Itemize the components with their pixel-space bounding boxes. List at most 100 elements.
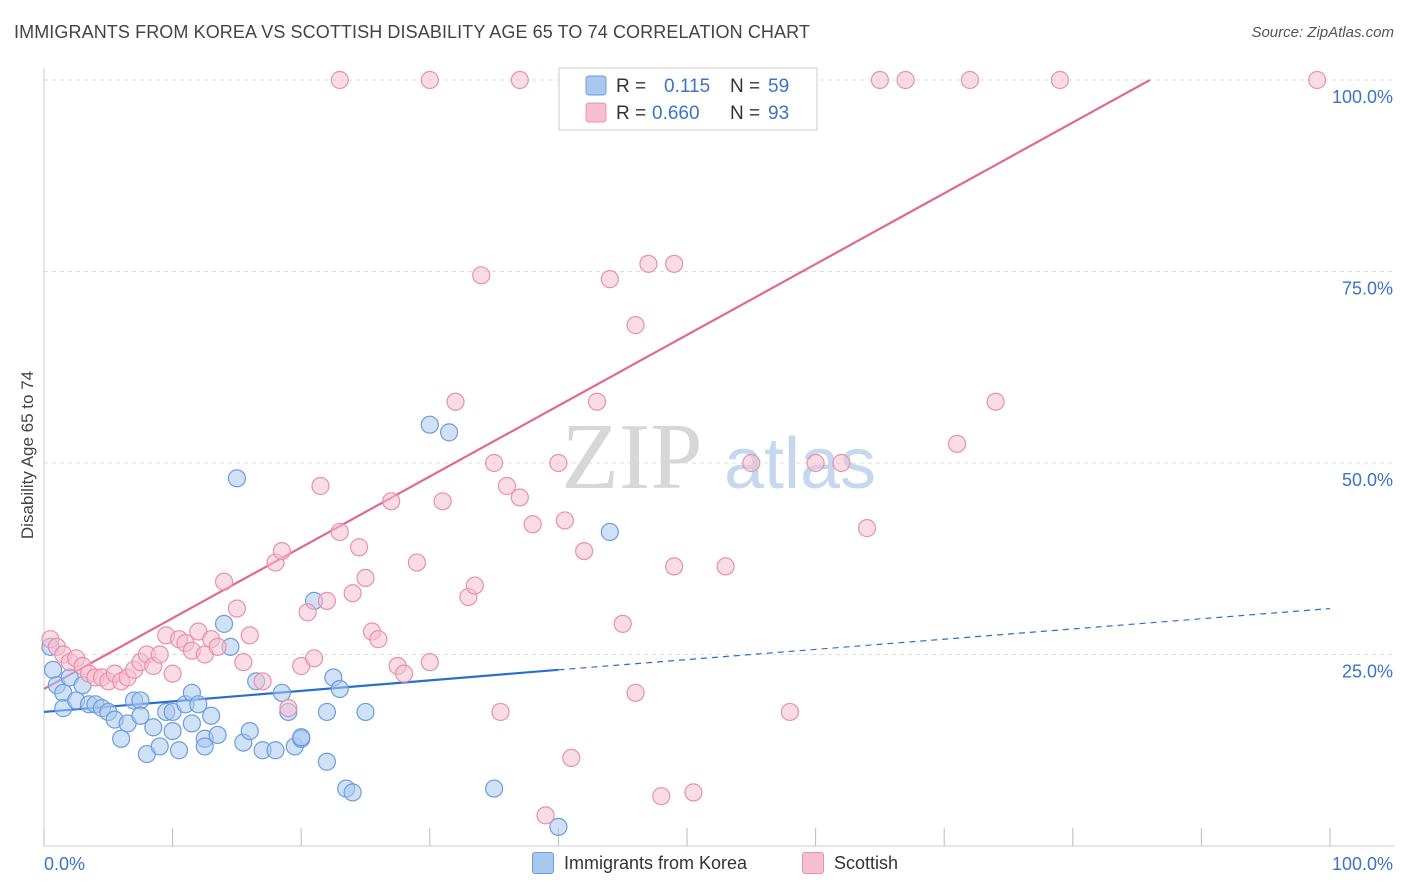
point-scottish-77	[716, 557, 735, 576]
axes	[43, 68, 1394, 847]
point-korea-16	[131, 691, 150, 710]
stats-legend-swatch-scottish	[585, 102, 607, 123]
point-scottish-62	[549, 453, 568, 473]
point-scottish-87	[1308, 70, 1327, 90]
point-scottish-79	[780, 702, 799, 722]
point-scottish-65	[575, 541, 594, 561]
point-korea-28	[189, 695, 208, 714]
point-scottish-71	[639, 254, 658, 273]
trend-line-korea-extension	[558, 607, 1331, 671]
tick-labels: 25.0% 50.0% 75.0% 100.0% 0.0% 100.0%	[44, 87, 1393, 874]
point-scottish-82	[857, 519, 877, 538]
point-scottish-85	[947, 434, 967, 453]
point-scottish-43	[356, 568, 375, 588]
point-scottish-27	[214, 572, 234, 591]
y-tick-label-2: 75.0%	[1342, 279, 1393, 299]
point-korea-52	[343, 783, 362, 802]
point-scottish-17	[150, 645, 169, 664]
legend-swatch-scottish	[802, 852, 824, 874]
point-korea-45	[292, 728, 311, 747]
point-scottish-45	[369, 630, 388, 649]
point-scottish-41	[343, 584, 362, 603]
point-scottish-60	[523, 515, 542, 534]
legend-item-scottish[interactable]: Scottish	[802, 852, 898, 874]
point-scottish-73	[665, 254, 684, 273]
point-korea-24	[169, 741, 189, 760]
point-scottish-75	[684, 783, 703, 802]
stats-r-label-scottish: R =	[616, 103, 646, 124]
point-scottish-55	[472, 266, 491, 285]
point-scottish-42	[349, 538, 369, 557]
data-points	[41, 70, 1327, 836]
point-scottish-54	[465, 576, 484, 595]
point-scottish-19	[163, 664, 182, 683]
point-scottish-72	[652, 787, 671, 806]
point-korea-56	[439, 423, 459, 442]
point-korea-55	[600, 522, 619, 542]
source-label: Source: ZipAtlas.com	[1251, 24, 1394, 41]
point-scottish-86	[986, 392, 1005, 411]
point-scottish-49	[407, 553, 427, 572]
watermark-zip: ZIP	[562, 405, 703, 509]
point-scottish-30	[240, 626, 259, 645]
point-scottish-56	[485, 453, 504, 473]
point-korea-41	[272, 683, 292, 702]
point-scottish-81	[832, 453, 851, 473]
point-korea-35	[227, 469, 246, 488]
point-korea-17	[131, 706, 150, 725]
point-korea-58	[549, 817, 568, 836]
point-korea-54	[420, 415, 439, 434]
point-scottish-36	[298, 603, 317, 622]
point-scottish-69	[626, 683, 645, 702]
point-korea-40	[266, 741, 285, 760]
point-scottish-92	[1050, 70, 1070, 90]
y-tick-label-0: 25.0%	[1342, 662, 1393, 682]
point-korea-57	[485, 779, 504, 798]
point-scottish-31	[253, 672, 272, 691]
legend-item-korea[interactable]: Immigrants from Korea	[532, 852, 747, 874]
point-scottish-91	[960, 70, 980, 90]
x-tick-label-0: 0.0%	[44, 854, 85, 874]
point-korea-20	[150, 737, 169, 756]
legend-swatch-korea	[532, 852, 554, 874]
point-korea-31	[202, 706, 221, 725]
point-korea-23	[163, 721, 182, 741]
point-scottish-46	[382, 492, 401, 511]
point-scottish-26	[208, 637, 227, 656]
stats-r-value-korea: 0.115	[664, 76, 710, 97]
y-tick-label-1: 50.0%	[1342, 470, 1393, 490]
watermark: ZIP atlas	[562, 405, 877, 509]
point-scottish-64	[562, 748, 581, 768]
point-korea-53	[356, 702, 375, 722]
point-scottish-39	[317, 591, 337, 610]
point-scottish-74	[665, 557, 684, 576]
point-scottish-84	[896, 70, 915, 90]
point-scottish-83	[870, 70, 890, 90]
chart-title: IMMIGRANTS FROM KOREA VS SCOTTISH DISABI…	[14, 22, 811, 42]
point-korea-27	[182, 714, 201, 733]
point-korea-48	[317, 702, 337, 722]
y-tick-label-3: 100.0%	[1332, 87, 1393, 107]
legend-label-korea: Immigrants from Korea	[564, 852, 748, 873]
point-scottish-63	[555, 511, 574, 530]
point-scottish-40	[330, 522, 349, 542]
point-korea-47	[317, 752, 337, 771]
point-scottish-68	[613, 614, 632, 633]
stats-n-label-korea: N =	[730, 76, 760, 97]
point-scottish-48	[394, 664, 414, 683]
point-korea-50	[330, 679, 349, 699]
x-tick-label-1: 100.0%	[1332, 854, 1393, 874]
stats-n-value-scottish: 93	[768, 103, 789, 124]
point-scottish-90	[510, 70, 529, 90]
point-korea-19	[144, 718, 163, 737]
point-scottish-66	[587, 392, 607, 411]
stats-legend-swatch-korea	[585, 75, 607, 96]
point-scottish-28	[227, 599, 246, 618]
point-korea-37	[240, 721, 259, 741]
point-korea-33	[214, 614, 234, 633]
point-scottish-29	[234, 653, 253, 672]
point-scottish-59	[510, 488, 529, 507]
point-korea-32	[208, 725, 227, 745]
point-scottish-57	[491, 702, 510, 722]
